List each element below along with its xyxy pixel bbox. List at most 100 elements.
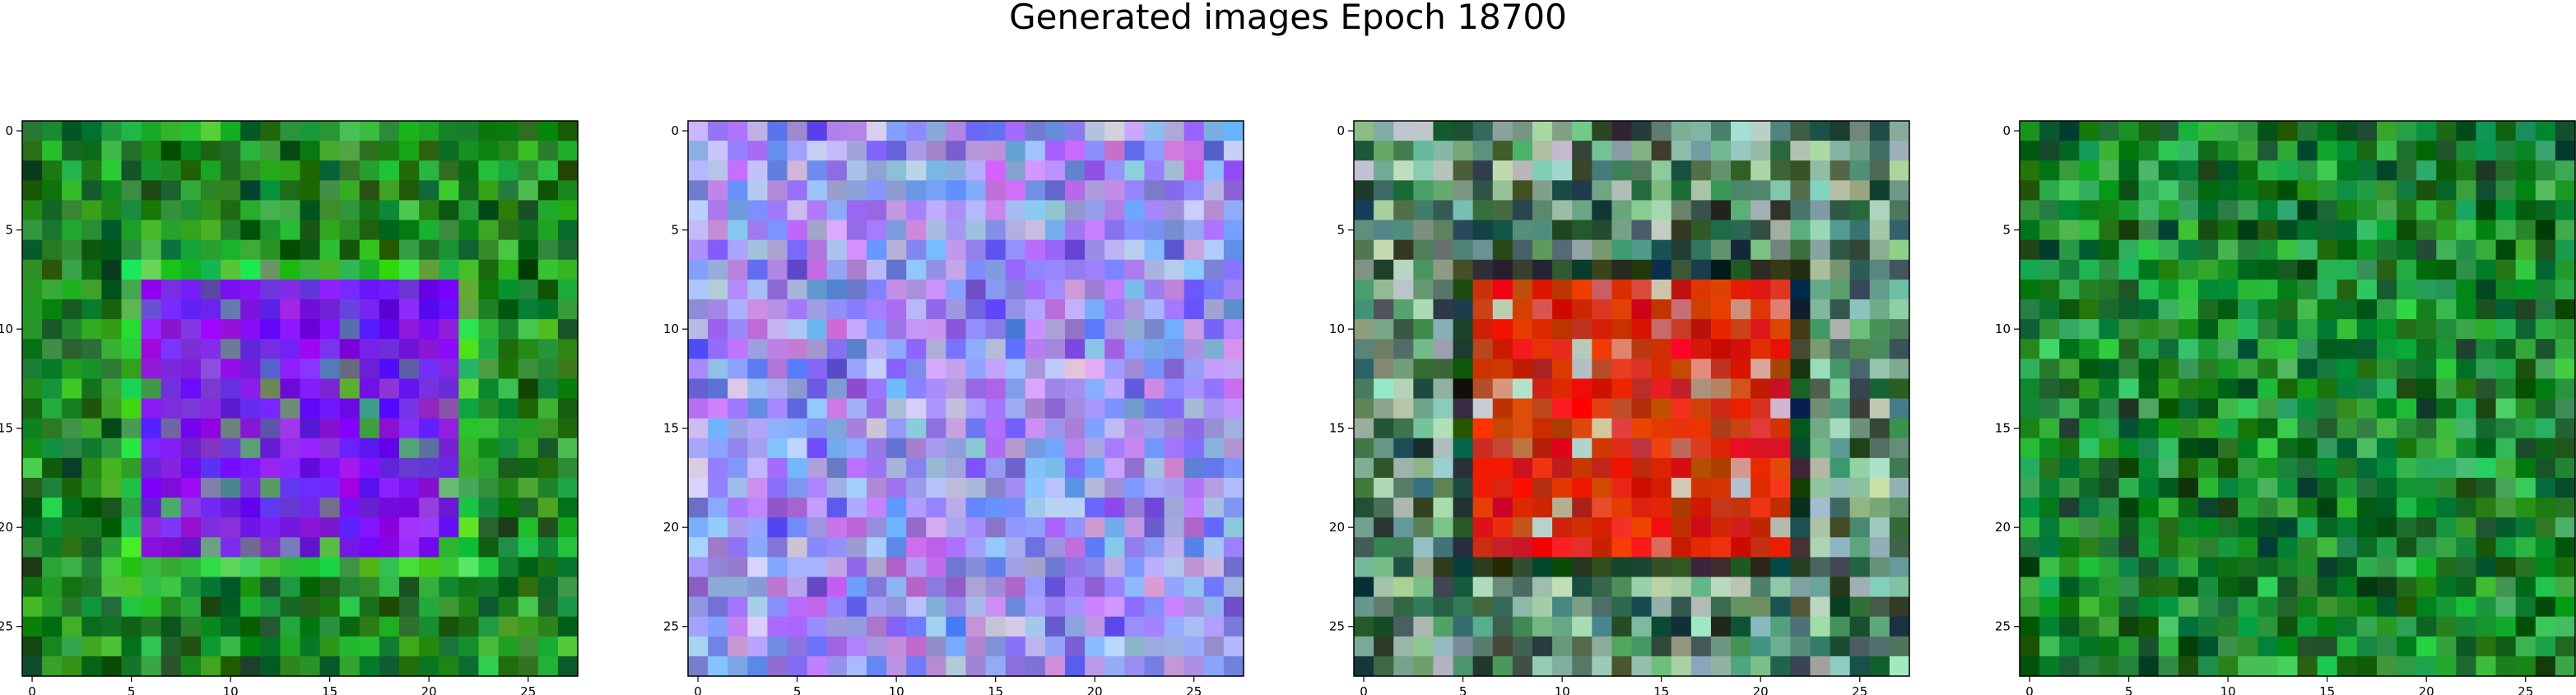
image-pixel xyxy=(728,636,748,657)
image-pixel xyxy=(1044,596,1066,618)
image-pixel xyxy=(926,537,946,558)
image-pixel xyxy=(1631,220,1653,241)
image-pixel xyxy=(1183,141,1205,161)
image-pixel xyxy=(846,220,867,241)
y-tick-label: 0 xyxy=(2002,123,2011,138)
image-pixel xyxy=(1572,537,1593,558)
image-pixel xyxy=(2456,180,2477,202)
image-pixel xyxy=(2376,160,2397,181)
image-pixel xyxy=(2257,141,2278,161)
image-pixel xyxy=(2099,339,2120,359)
image-pixel xyxy=(1453,557,1474,578)
image-pixel xyxy=(2317,121,2338,141)
image-pixel xyxy=(1223,279,1244,300)
image-pixel xyxy=(240,339,261,359)
image-pixel xyxy=(2495,477,2517,498)
image-pixel xyxy=(1592,577,1612,598)
image-pixel xyxy=(2118,279,2140,300)
image-pixel xyxy=(439,319,459,340)
image-pixel xyxy=(1203,200,1225,221)
image-pixel xyxy=(2178,141,2199,161)
image-pixel xyxy=(1144,418,1165,439)
image-pixel xyxy=(2495,656,2517,677)
image-pixel xyxy=(2356,160,2378,181)
image-pixel xyxy=(2436,636,2457,657)
image-pixel xyxy=(379,200,400,221)
image-pixel xyxy=(747,359,769,379)
image-pixel xyxy=(965,160,987,181)
image-pixel xyxy=(121,517,142,538)
image-pixel xyxy=(180,319,202,340)
image-pixel xyxy=(807,656,828,677)
image-pixel xyxy=(1085,180,1105,202)
image-pixel xyxy=(2257,656,2278,677)
x-tick-label: 20 xyxy=(2419,684,2434,695)
image-pixel xyxy=(1651,378,1672,400)
image-pixel xyxy=(747,636,769,657)
image-pixel xyxy=(1710,359,1732,379)
image-pixel xyxy=(498,319,519,340)
image-pixel xyxy=(946,557,967,578)
image-pixel xyxy=(419,339,439,359)
image-pixel xyxy=(518,517,539,538)
figure-title: Generated images Epoch 18700 xyxy=(0,0,2576,35)
image-pixel xyxy=(1611,596,1633,618)
image-pixel xyxy=(1770,200,1791,221)
image-pixel xyxy=(22,160,43,181)
image-pixel xyxy=(81,656,103,677)
image-pixel xyxy=(1085,319,1105,340)
image-pixel xyxy=(1203,616,1225,637)
image-pixel xyxy=(1731,259,1751,280)
image-pixel xyxy=(1671,319,1692,340)
image-pixel xyxy=(1393,517,1414,538)
image-pixel xyxy=(2376,418,2397,439)
image-pixel xyxy=(2218,141,2239,161)
image-pixel xyxy=(200,220,221,241)
image-pixel xyxy=(160,200,182,221)
image-pixel xyxy=(2020,239,2040,261)
image-pixel xyxy=(1183,656,1205,677)
image-pixel xyxy=(747,457,769,479)
image-pixel xyxy=(141,457,162,479)
image-pixel xyxy=(1631,319,1653,340)
image-pixel xyxy=(846,557,867,578)
image-pixel xyxy=(1104,616,1125,637)
image-pixel xyxy=(2238,160,2258,181)
image-pixel xyxy=(2158,418,2179,439)
image-pixel xyxy=(2238,477,2258,498)
image-pixel xyxy=(478,180,500,202)
image-pixel xyxy=(1631,398,1653,419)
image-pixel xyxy=(1631,378,1653,400)
image-pixel xyxy=(1044,616,1066,637)
image-pixel xyxy=(2099,220,2120,241)
image-pixel xyxy=(2039,656,2060,677)
image-pixel xyxy=(826,359,848,379)
image-pixel xyxy=(1183,319,1205,340)
image-pixel xyxy=(767,339,788,359)
image-pixel xyxy=(458,160,480,181)
image-pixel xyxy=(42,596,63,618)
image-pixel xyxy=(2297,636,2318,657)
image-pixel xyxy=(1810,180,1831,202)
image-pixel xyxy=(1830,537,1851,558)
image-pixel xyxy=(2515,200,2536,221)
image-pixel xyxy=(1512,418,1533,439)
image-pixel xyxy=(1751,577,1771,598)
image-pixel xyxy=(1005,457,1026,479)
image-pixel xyxy=(1433,418,1454,439)
image-pixel xyxy=(886,121,907,141)
image-pixel xyxy=(2277,378,2299,400)
image-pixel xyxy=(2158,537,2179,558)
image-pixel xyxy=(2099,200,2120,221)
image-pixel xyxy=(1532,378,1553,400)
image-pixel xyxy=(1810,299,1831,320)
image-pixel xyxy=(1731,141,1751,161)
image-pixel xyxy=(458,200,480,221)
image-pixel xyxy=(1512,378,1533,400)
image-pixel xyxy=(319,299,341,320)
image-pixel xyxy=(1671,457,1692,479)
image-pixel xyxy=(1044,418,1066,439)
image-pixel xyxy=(2337,577,2358,598)
image-pixel xyxy=(260,378,281,400)
